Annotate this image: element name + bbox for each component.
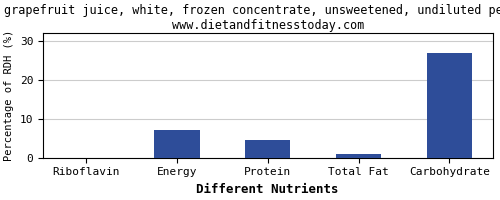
Bar: [426, 53, 472, 158]
Y-axis label: Percentage of RDH (%): Percentage of RDH (%): [4, 30, 14, 161]
Bar: [336, 154, 382, 158]
Bar: [245, 140, 290, 158]
X-axis label: Different Nutrients: Different Nutrients: [196, 183, 339, 196]
Bar: [154, 130, 200, 158]
Title: grapefruit juice, white, frozen concentrate, unsweetened, undiluted per 10
www.d: grapefruit juice, white, frozen concentr…: [4, 4, 500, 32]
